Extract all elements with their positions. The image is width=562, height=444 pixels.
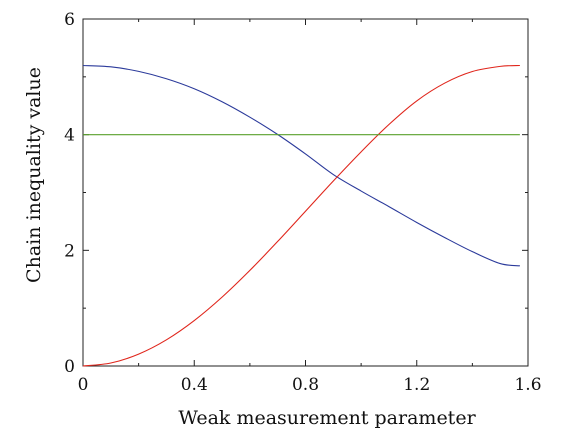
y-tick-label: 4 bbox=[64, 126, 75, 146]
x-axis-title: Weak measurement parameter bbox=[178, 407, 476, 429]
x-tick-label: 0.4 bbox=[181, 375, 208, 395]
blue-series-line bbox=[82, 64, 520, 267]
y-axis-title: Chain inequality value bbox=[23, 67, 45, 283]
y-tick-label: 6 bbox=[64, 10, 75, 30]
x-tick-label: 0 bbox=[78, 375, 89, 395]
plot-border bbox=[82, 18, 529, 367]
plot-frame bbox=[82, 18, 529, 367]
red-series-line bbox=[82, 64, 520, 367]
x-tick-label: 1.2 bbox=[403, 375, 430, 395]
y-tick-label: 0 bbox=[64, 357, 75, 377]
axis-ticks bbox=[82, 18, 529, 367]
y-tick-label: 2 bbox=[64, 241, 75, 261]
series-lines bbox=[82, 64, 520, 367]
tick-labels: 0 0.4 0.8 1.2 1.6 0 2 4 6 bbox=[64, 10, 541, 395]
x-tick-label: 1.6 bbox=[514, 375, 541, 395]
x-tick-label: 0.8 bbox=[292, 375, 319, 395]
